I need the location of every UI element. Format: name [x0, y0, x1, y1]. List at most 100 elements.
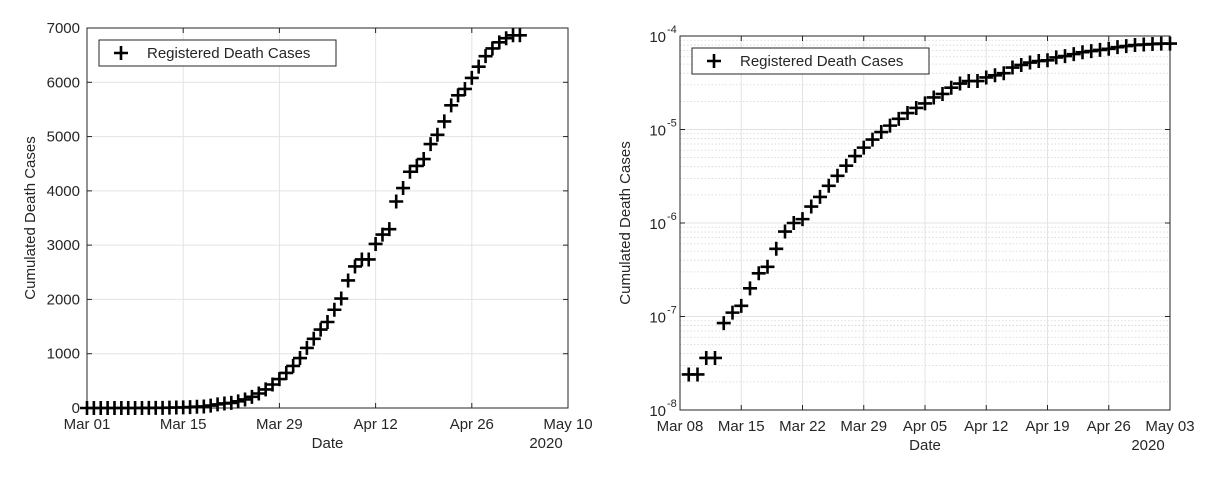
x-tick-label: Mar 15: [160, 416, 207, 433]
y-tick-label: 10: [649, 216, 666, 233]
data-series: [681, 36, 1177, 382]
data-point: [996, 66, 1011, 81]
data-point: [1066, 47, 1081, 62]
y-tick-labels: 10-810-710-610-510-4: [649, 24, 676, 420]
data-point: [909, 100, 924, 115]
data-point: [865, 132, 880, 147]
data-point: [1101, 41, 1116, 56]
data-point: [341, 273, 356, 288]
data-point: [306, 331, 321, 346]
x-tick-label: Apr 12: [964, 418, 1008, 435]
y-tick-label: 10: [649, 310, 666, 327]
legend-marker: [707, 54, 721, 68]
x-tick-label: Mar 08: [657, 418, 704, 435]
plot-frame: [679, 35, 1171, 411]
legend-box: [691, 47, 930, 75]
data-point: [725, 305, 740, 320]
y-tick-exponent: -7: [667, 305, 677, 317]
data-point: [347, 259, 362, 274]
data-point: [224, 395, 239, 410]
data-point: [299, 340, 314, 355]
data-point: [272, 372, 287, 387]
chart-panel-1: 0 1000 2000 3000 4000 5000 6000 7000 Mar 01 Mar 1…: [22, 20, 593, 452]
x-axis-year-label: 2020: [529, 435, 562, 452]
data-point: [821, 178, 836, 193]
x-tick-label: Apr 19: [1025, 418, 1069, 435]
data-point: [883, 118, 897, 133]
data-point: [1023, 55, 1037, 70]
data-point: [478, 49, 493, 64]
y-axis-label: Cumulated Death Cases: [22, 136, 39, 299]
data-point: [830, 168, 845, 183]
data-point: [451, 88, 466, 103]
y-tick-label: 0: [72, 400, 80, 417]
data-point: [926, 90, 941, 105]
data-point: [279, 365, 294, 380]
data-point: [286, 358, 301, 373]
y-tick-label: 10: [649, 403, 666, 420]
y-tick-label: 7000: [47, 20, 80, 37]
data-point: [804, 199, 819, 214]
data-point: [716, 316, 731, 331]
data-point: [389, 194, 404, 209]
data-point: [457, 81, 472, 96]
data-point: [430, 127, 445, 142]
y-tick-exponent: -4: [667, 24, 677, 36]
data-point: [1058, 49, 1072, 64]
data-point: [1040, 53, 1055, 68]
legend-marker: [114, 46, 128, 60]
data-point: [839, 158, 854, 173]
x-tick-label: Mar 15: [718, 418, 765, 435]
data-point: [238, 392, 253, 407]
data-point: [751, 266, 766, 281]
y-tick-label: 6000: [47, 74, 80, 91]
data-point: [734, 298, 749, 313]
x-tick-label: Mar 01: [64, 416, 111, 433]
x-tick-label: Apr 12: [353, 416, 397, 433]
data-point: [769, 241, 784, 256]
data-point: [334, 291, 349, 306]
data-point: [382, 222, 397, 237]
data-point: [813, 189, 827, 204]
data-point: [979, 70, 994, 85]
x-axis-label: Date: [909, 437, 941, 454]
data-point: [970, 74, 985, 89]
data-point: [320, 315, 335, 330]
data-point: [368, 236, 383, 251]
y-tick-exponent: -5: [667, 118, 677, 130]
data-point: [944, 80, 959, 95]
x-axis-year-label: 2020: [1131, 437, 1164, 454]
grid: [679, 35, 1171, 411]
legend: Registered Death Cases: [98, 39, 337, 67]
x-tick-label: Mar 29: [840, 418, 887, 435]
y-tick-label: 2000: [47, 291, 80, 308]
y-tick-label: 3000: [47, 237, 80, 254]
data-point: [512, 28, 527, 43]
x-tick-label: Mar 22: [779, 418, 826, 435]
x-axis-label: Date: [312, 435, 344, 452]
y-tick-labels: 0 1000 2000 3000 4000 5000 6000 7000: [47, 20, 80, 417]
y-tick-exponent: -8: [667, 398, 677, 410]
data-point: [416, 152, 431, 167]
data-point: [891, 111, 906, 126]
data-point: [361, 252, 376, 267]
data-point: [743, 281, 757, 296]
data-point: [988, 68, 1002, 83]
x-tick-label: May 10: [543, 416, 592, 433]
data-point: [293, 351, 308, 366]
y-tick-label: 4000: [47, 183, 80, 200]
x-tick-labels: Mar 08 Mar 15 Mar 22 Mar 29 Apr 05 Apr 12 Apr …: [657, 418, 1195, 435]
data-point: [313, 322, 328, 337]
data-point: [874, 125, 889, 140]
data-point: [471, 59, 486, 74]
plot-frame: [86, 27, 569, 409]
x-tick-label: Mar 29: [256, 416, 303, 433]
grid: [86, 27, 569, 409]
data-point: [327, 302, 342, 317]
data-point: [900, 106, 915, 121]
data-point: [918, 96, 932, 111]
data-point: [708, 350, 722, 365]
legend-box: [98, 39, 337, 67]
y-tick-label: 1000: [47, 346, 80, 363]
